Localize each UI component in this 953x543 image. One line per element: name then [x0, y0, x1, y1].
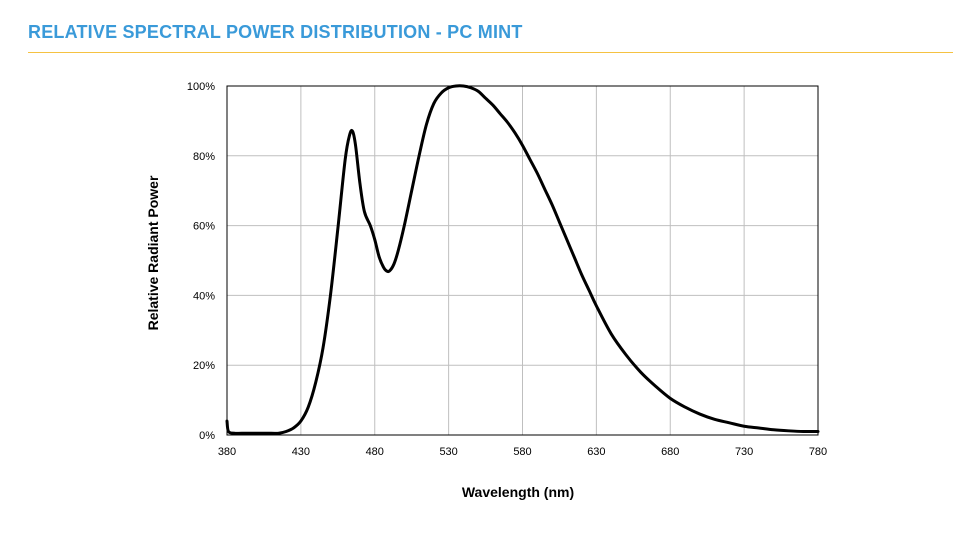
x-tick-label: 680	[661, 446, 679, 458]
x-tick-label: 380	[218, 446, 236, 458]
spectral-curve	[225, 84, 820, 435]
y-axis-label: Relative Radiant Power	[145, 175, 161, 330]
x-tick-label: 780	[809, 446, 827, 458]
page-title: RELATIVE SPECTRAL POWER DISTRIBUTION - P…	[28, 22, 523, 42]
x-tick-label: 580	[513, 446, 531, 458]
y-tick-label: 100%	[187, 81, 215, 93]
plot-frame	[226, 85, 819, 436]
title-divider	[28, 52, 953, 53]
y-tick-label: 40%	[193, 290, 215, 302]
y-tick-label: 20%	[193, 360, 215, 372]
x-axis-label: Wavelength (nm)	[462, 484, 574, 500]
x-tick-label: 430	[292, 446, 310, 458]
x-tick-label: 530	[439, 446, 457, 458]
y-tick-labels: 0% 20% 40% 60% 80% 100%	[187, 81, 215, 442]
x-tick-labels: 380 430 480 530 580 630 680 730 780	[218, 446, 827, 458]
x-tick-label: 480	[366, 446, 384, 458]
x-tick-label: 630	[587, 446, 605, 458]
y-tick-label: 0%	[199, 430, 215, 442]
y-tick-label: 80%	[193, 151, 215, 163]
x-tick-label: 730	[735, 446, 753, 458]
y-tick-label: 60%	[193, 221, 215, 233]
